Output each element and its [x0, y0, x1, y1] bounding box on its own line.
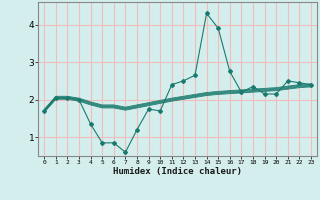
X-axis label: Humidex (Indice chaleur): Humidex (Indice chaleur) [113, 167, 242, 176]
